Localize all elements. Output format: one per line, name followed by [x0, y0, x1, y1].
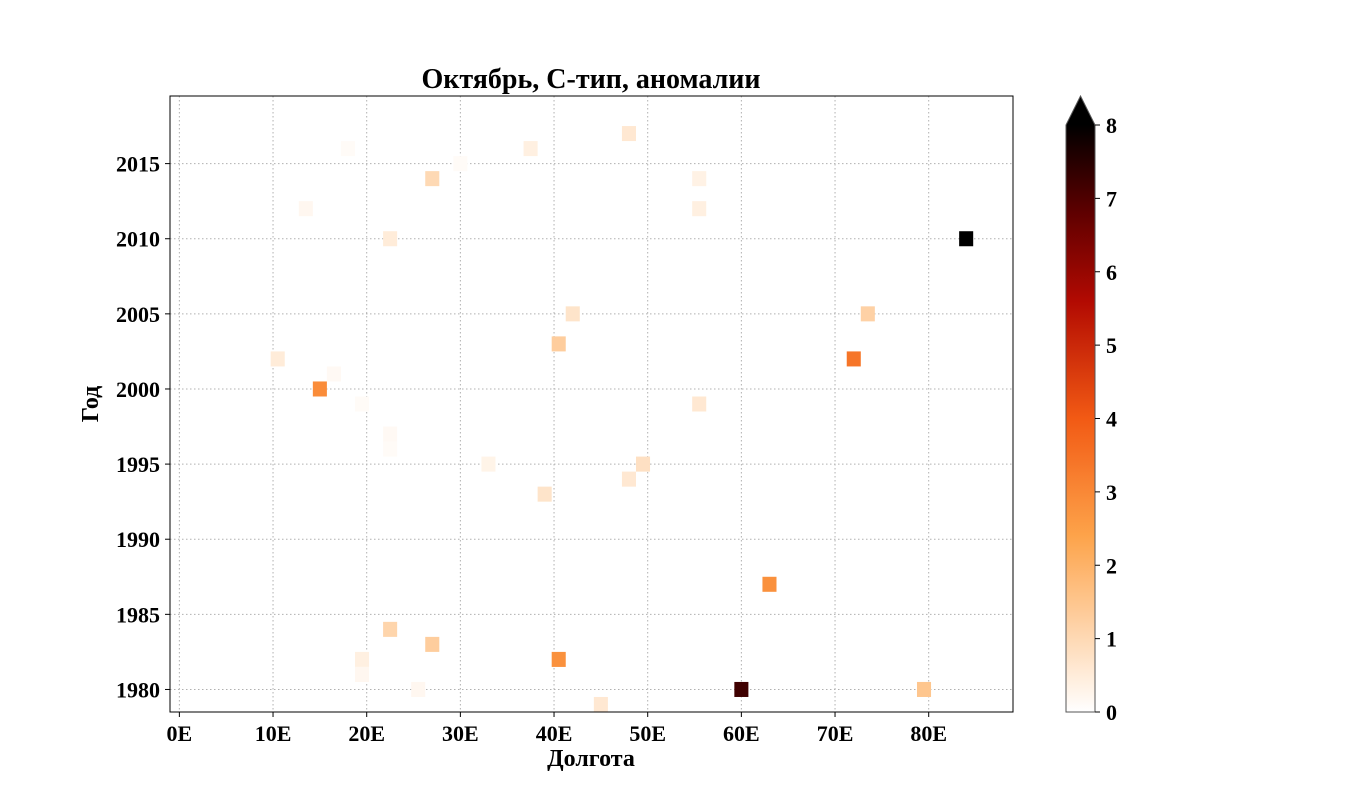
plot-frame	[169, 95, 1014, 713]
colorbar-outline	[1065, 94, 1096, 713]
heatmap-cell	[270, 351, 285, 367]
heatmap-cell	[692, 171, 707, 187]
heatmap-cell	[312, 381, 327, 397]
heatmap-cell	[959, 231, 974, 247]
colorbar-extend-arrow	[1066, 96, 1095, 125]
heatmap-cell	[354, 396, 370, 412]
heatmap-cell	[916, 681, 932, 697]
heatmap-cell	[340, 141, 355, 157]
heatmap-cell	[354, 651, 370, 667]
x-tick-label: 0E	[167, 721, 193, 746]
y-axis-label: Год	[78, 386, 104, 423]
x-tick-label: 70E	[817, 721, 854, 746]
heatmap-cell	[846, 351, 861, 367]
heatmap-cell	[565, 306, 580, 322]
heatmap-cell	[523, 141, 538, 157]
colorbar-tick-label: 8	[1106, 113, 1117, 138]
heatmap-cell	[621, 471, 636, 487]
y-tick-label: 2000	[116, 377, 160, 402]
heatmap-cell	[354, 666, 370, 682]
y-axis-ticks: 1980 1985 1990 1995 2000 2005 2010 2015	[116, 152, 170, 702]
heatmap-cell	[383, 621, 398, 637]
heatmap-cell	[551, 651, 566, 667]
y-tick-label: 1990	[116, 527, 160, 552]
heatmap-cell	[551, 336, 566, 352]
heatmap-cell	[621, 126, 636, 142]
x-tick-label: 10E	[255, 721, 292, 746]
heatmap-cell	[383, 441, 398, 457]
y-tick-label: 1985	[116, 602, 160, 627]
heatmap-cell	[593, 696, 608, 712]
heatmap-cell	[383, 426, 398, 442]
y-tick-label: 1995	[116, 452, 160, 477]
heatmap-cell	[762, 576, 777, 592]
heatmap-cell	[298, 201, 313, 217]
y-tick-label: 2005	[116, 302, 160, 327]
x-tick-label: 30E	[442, 721, 479, 746]
x-tick-label: 40E	[536, 721, 573, 746]
heatmap-cell	[411, 681, 426, 697]
colorbar: 0 1 2 3 4 5 6 7 8	[1065, 94, 1117, 725]
heatmap-cell	[860, 306, 875, 322]
heatmap-cell	[635, 456, 651, 472]
heatmap-cell	[537, 486, 552, 502]
x-tick-label: 20E	[348, 721, 385, 746]
heatmap-cell	[453, 156, 468, 172]
grid	[170, 96, 1013, 712]
colorbar-tick-label: 4	[1106, 407, 1117, 432]
y-tick-label: 1980	[116, 677, 160, 702]
colorbar-gradient	[1066, 125, 1095, 712]
heatmap-cell	[425, 636, 440, 652]
colorbar-tick-label: 0	[1106, 700, 1117, 725]
x-tick-label: 60E	[723, 721, 760, 746]
colorbar-tick-label: 2	[1106, 553, 1117, 578]
heatmap-cell	[692, 201, 707, 217]
chart-title: Октябрь, С-тип, аномалии	[421, 64, 760, 95]
heatmap-cell	[425, 171, 440, 187]
heatmap-cells	[270, 126, 974, 712]
colorbar-tick-label: 6	[1106, 260, 1117, 285]
heatmap-cell	[734, 681, 749, 697]
colorbar-tick-label: 3	[1106, 480, 1117, 505]
x-axis-label: Долгота	[547, 746, 635, 772]
heatmap-cell	[481, 456, 496, 472]
heatmap-cell	[383, 231, 398, 247]
colorbar-tick-label: 1	[1106, 627, 1117, 652]
x-tick-label: 50E	[629, 721, 666, 746]
colorbar-tick-label: 7	[1106, 186, 1117, 211]
x-tick-label: 80E	[910, 721, 947, 746]
heatmap-cell	[692, 396, 707, 412]
heatmap-cell	[326, 366, 341, 382]
x-axis-ticks: 0E 10E 20E 30E 40E 50E 60E 70E 80E	[167, 712, 947, 746]
y-tick-label: 2015	[116, 152, 160, 177]
colorbar-tick-label: 5	[1106, 333, 1117, 358]
y-tick-label: 2010	[116, 227, 160, 252]
